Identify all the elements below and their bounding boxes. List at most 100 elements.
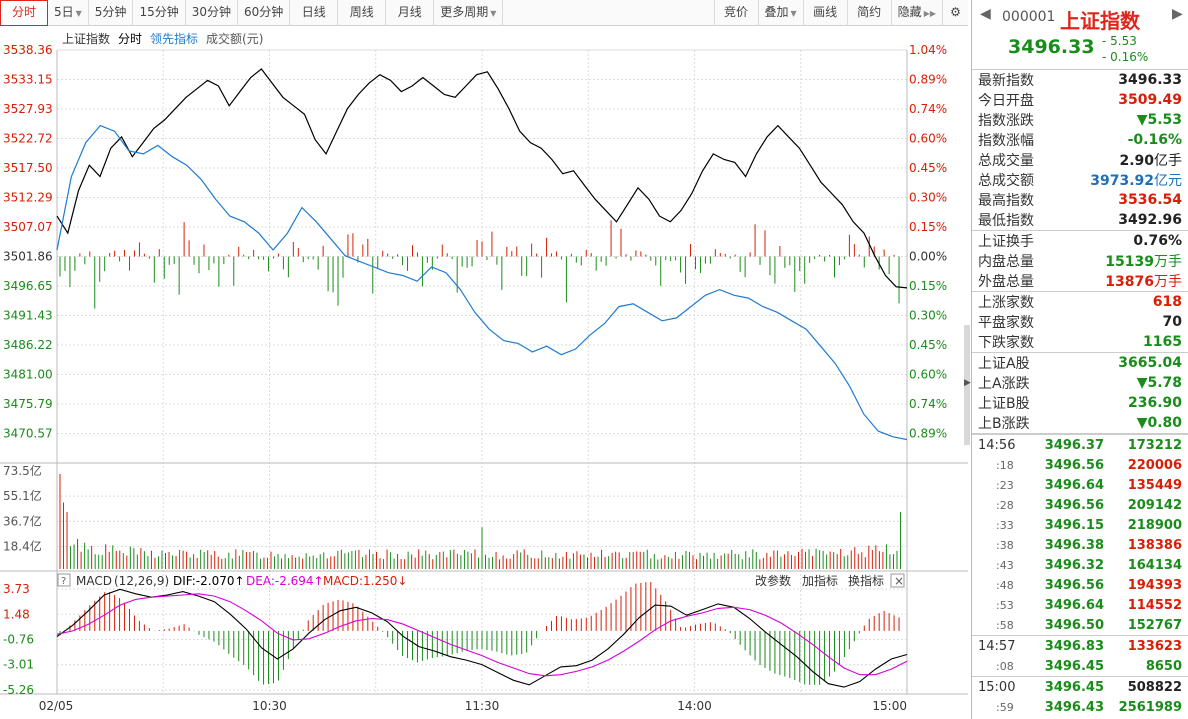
tick-group: 14:56 3496.37 173212:18 3496.56 220006:23 349… bbox=[972, 435, 1188, 636]
pct-axis-label: 0.89% bbox=[909, 427, 947, 441]
pct-axis-label: 0.74% bbox=[909, 397, 947, 411]
period-tab-more[interactable]: 更多周期 ▼ bbox=[434, 0, 504, 26]
tick-price: 3496.83 bbox=[1044, 638, 1104, 654]
price-axis-label: 3507.07 bbox=[3, 220, 53, 234]
macd-axis-label: 3.73 bbox=[3, 582, 30, 596]
legend-index-name: 上证指数 bbox=[62, 32, 111, 46]
price-axis-label: 3491.43 bbox=[3, 309, 53, 323]
stat-label: 上涨家数 bbox=[978, 295, 1034, 311]
tick-price: 3496.56 bbox=[1044, 497, 1104, 513]
tick-volume: 220006 bbox=[1127, 457, 1182, 473]
panel-splitter[interactable] bbox=[964, 325, 970, 445]
prev-arrow-icon[interactable]: ◀ bbox=[980, 6, 991, 22]
price-axis-label: 3538.36 bbox=[3, 43, 53, 57]
period-tab-60min[interactable]: 60分钟 bbox=[238, 0, 291, 26]
stats-group: 上证A股 3665.04 上A涨跌 ▼5.78 上证B股 236.90 上B涨跌 ▼0.80 bbox=[972, 353, 1188, 434]
stats-group: 上涨家数 618 平盘家数 70 下跌家数 1165 bbox=[972, 292, 1188, 353]
stat-label: 平盘家数 bbox=[978, 315, 1034, 331]
security-code: 000001 bbox=[1002, 9, 1056, 25]
macd-value: MACD:1.250↓ bbox=[323, 574, 407, 588]
tick-time: :08 bbox=[996, 659, 1014, 673]
stat-row: 指数涨跌 ▼5.53 bbox=[972, 110, 1188, 130]
stat-row: 今日开盘 3509.49 bbox=[972, 90, 1188, 110]
stat-value: ▼5.53 bbox=[1137, 112, 1182, 128]
stat-value-number: 618 bbox=[1152, 294, 1182, 310]
chevron-down-icon: ▼ bbox=[75, 9, 82, 18]
stat-value-number: 3973.92 bbox=[1090, 173, 1154, 189]
stat-value: 70 bbox=[1163, 314, 1182, 330]
stat-value-number: 3492.96 bbox=[1118, 212, 1182, 228]
period-tab-monthly[interactable]: 月线 bbox=[386, 0, 435, 26]
stat-row: 上证换手 0.76% bbox=[972, 231, 1188, 251]
macd-axis-label: 1.48 bbox=[3, 607, 30, 621]
stat-value-number: 3496.33 bbox=[1118, 72, 1182, 88]
stat-unit: 亿手 bbox=[1154, 153, 1182, 169]
price-change-block: - 5.53 - 0.16% bbox=[1102, 33, 1148, 65]
price-axis-label: 3533.15 bbox=[3, 73, 53, 87]
period-more-label: 更多周期 bbox=[440, 5, 489, 19]
pct-axis-label: 0.30% bbox=[909, 191, 947, 205]
stat-row: 上A涨跌 ▼5.78 bbox=[972, 373, 1188, 393]
auction-button[interactable]: 竞价 bbox=[713, 0, 758, 26]
next-arrow-icon[interactable]: ▶ bbox=[1172, 6, 1183, 22]
hide-button[interactable]: 隐藏 ▶▶ bbox=[890, 0, 942, 26]
pct-axis-label: 0.15% bbox=[909, 279, 947, 293]
time-axis-label: 14:00 bbox=[677, 699, 712, 713]
stat-row: 最新指数 3496.33 bbox=[972, 70, 1188, 90]
simple-mode-button[interactable]: 简约 bbox=[846, 0, 891, 26]
settings-button[interactable]: ⚙ bbox=[942, 0, 968, 26]
tick-time: 15:00 bbox=[978, 679, 1016, 695]
tick-volume: 8650 bbox=[1145, 658, 1182, 674]
draw-line-button[interactable]: 画线 bbox=[802, 0, 847, 26]
stat-row: 内盘总量 15139万手 bbox=[972, 251, 1188, 271]
tick-time: :38 bbox=[996, 538, 1014, 552]
stat-label: 总成交量 bbox=[978, 153, 1034, 169]
stat-value: -0.16% bbox=[1128, 132, 1182, 148]
stat-label: 上证A股 bbox=[978, 356, 1030, 372]
chevron-down-icon: ▼ bbox=[790, 9, 797, 18]
price-axis-label: 3481.00 bbox=[3, 368, 53, 382]
tick-price: 3496.45 bbox=[1044, 658, 1104, 674]
price-axis-label: 3512.29 bbox=[3, 191, 53, 205]
collapse-arrow-icon[interactable]: ▶ bbox=[964, 378, 971, 388]
stat-value: ▼0.80 bbox=[1137, 415, 1182, 431]
macd-axis-label: -5.26 bbox=[3, 683, 34, 697]
tick-row: :18 3496.56 220006 bbox=[972, 455, 1188, 475]
stat-label: 上证B股 bbox=[978, 396, 1030, 412]
period-tab-5min[interactable]: 5分钟 bbox=[89, 0, 134, 26]
tick-price: 3496.56 bbox=[1044, 577, 1104, 593]
stat-value-number: 13876 bbox=[1105, 274, 1154, 290]
chart-area[interactable]: 3538.36 1.04% 3533.15 0.89% 3527.93 0.74% 3522… bbox=[0, 26, 968, 719]
stat-row: 平盘家数 70 bbox=[972, 312, 1188, 332]
stat-label: 上A涨跌 bbox=[978, 376, 1030, 392]
tick-volume: 218900 bbox=[1127, 517, 1182, 533]
intraday-chart[interactable]: 3538.36 1.04% 3533.15 0.89% 3527.93 0.74% 3522… bbox=[0, 26, 968, 719]
period-tab-15min[interactable]: 15分钟 bbox=[133, 0, 186, 26]
stat-value: 2.90亿手 bbox=[1119, 150, 1182, 170]
stat-label: 指数涨跌 bbox=[978, 113, 1034, 129]
tick-time: 14:57 bbox=[978, 638, 1016, 654]
pct-axis-label: 0.60% bbox=[909, 368, 947, 382]
stat-value-number: ▼5.53 bbox=[1136, 112, 1182, 128]
tick-volume: 138386 bbox=[1127, 537, 1182, 553]
overlay-button[interactable]: 叠加 ▼ bbox=[757, 0, 803, 26]
tick-list[interactable]: 14:56 3496.37 173212:18 3496.56 220006:23 349… bbox=[972, 434, 1188, 719]
period-tab-intraday[interactable]: 分时 bbox=[0, 0, 48, 26]
stat-unit: 万手 bbox=[1154, 274, 1182, 290]
price-axis-label: 3501.86 bbox=[3, 250, 53, 264]
tick-row: :48 3496.56 194393 bbox=[972, 575, 1188, 595]
tick-time: 14:56 bbox=[978, 437, 1016, 453]
stat-value-number: 3509.49 bbox=[1118, 92, 1182, 108]
tick-price: 3496.56 bbox=[1044, 457, 1104, 473]
period-tab-daily[interactable]: 日线 bbox=[290, 0, 339, 26]
tick-row: :08 3496.45 8650 bbox=[972, 656, 1188, 676]
tick-row: :43 3496.32 164134 bbox=[972, 555, 1188, 575]
period-tab-weekly[interactable]: 周线 bbox=[338, 0, 387, 26]
period-tab-5day[interactable]: 5日 ▼ bbox=[48, 0, 89, 26]
price-axis-label: 3486.22 bbox=[3, 338, 53, 352]
volume-axis-label: 36.7亿 bbox=[3, 513, 42, 528]
index-price-line bbox=[56, 68, 908, 289]
stat-row: 上证A股 3665.04 bbox=[972, 353, 1188, 373]
period-tab-30min[interactable]: 30分钟 bbox=[186, 0, 238, 26]
